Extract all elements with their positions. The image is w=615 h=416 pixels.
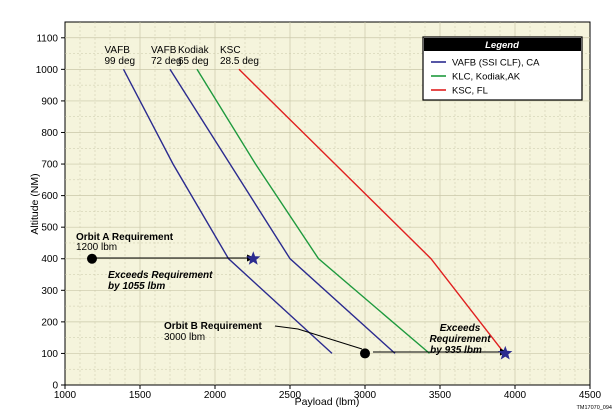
series-label-2: VAFB [151,45,177,56]
capability-star [246,251,261,265]
x-axis-ticks: 1000 1500 2000 2500 3000 3500 4000 4500 [54,385,602,401]
exceeds-b-line3: by 935 lbm [430,345,482,356]
exceeds-b-line2: Requirement [429,334,491,345]
series-label-2: 72 deg [151,56,182,67]
y-tick-label: 600 [41,191,58,202]
legend-title: Legend [485,40,519,51]
x-tick-label: 1000 [54,390,77,401]
legend-entry-label: VAFB (SSI CLF), CA [452,58,540,69]
x-tick-label: 3000 [354,390,377,401]
series-label-4: 28.5 deg [220,56,259,67]
figure-id: TM17070_094 [577,405,612,411]
series-line-2 [169,68,396,354]
y-tick-label: 100 [41,349,58,360]
series-line-3 [196,68,430,354]
x-tick-label: 1500 [129,390,152,401]
legend-entry-label: KSC, FL [452,86,488,97]
y-tick-label: 700 [41,160,58,171]
series-label-4: KSC [220,45,241,56]
y-axis-ticks: 0 100 200 300 400 500 600 700 800 900 1000 1100 [36,33,65,392]
orbit-a-title: Orbit A Requirement [76,232,174,243]
series-label-1: VAFB [105,45,131,56]
exceeds-a-line2: by 1055 lbm [108,281,165,292]
requirement-dot [360,348,370,359]
y-tick-label: 500 [41,223,58,234]
series-line-1 [122,68,333,354]
series-lines [122,68,506,354]
capability-star [498,345,513,360]
legend-header [424,38,581,51]
x-tick-label: 2000 [204,390,227,401]
orbit-a-value: 1200 lbm [76,242,117,253]
x-tick-label: 2500 [279,390,302,401]
series-line-4 [238,68,506,354]
legend: Legend VAFB (SSI CLF), CA KLC, Kodiak,AK K… [422,36,583,101]
orbit-b-title: Orbit B Requirement [164,321,262,332]
orbit-b-value: 3000 lbm [164,332,205,343]
y-axis-label: Altitude (NM) [29,173,41,234]
y-tick-label: 800 [41,128,58,139]
exceeds-a-line1: Exceeds Requirement [108,270,213,281]
markers [87,251,513,360]
orbit-b-leader [274,325,363,350]
x-axis-label: Payload (lbm) [295,396,360,408]
y-tick-label: 0 [52,381,58,392]
series-label-1: 99 deg [105,56,136,67]
y-tick-label: 400 [41,254,58,265]
requirement-dot [87,253,97,264]
x-tick-label: 4500 [579,390,602,401]
series-label-3: 65 deg [178,56,209,67]
y-tick-label: 900 [41,96,58,107]
exceeds-b-line1: Exceeds [440,323,481,334]
series-label-3: Kodiak [178,45,210,56]
x-tick-label: 3500 [429,390,452,401]
y-tick-label: 1100 [36,33,58,44]
legend-entry-label: KLC, Kodiak,AK [452,72,521,83]
legend-entries: VAFB (SSI CLF), CA KLC, Kodiak,AK KSC, FL [431,58,540,97]
y-tick-label: 300 [41,286,58,297]
y-tick-label: 1000 [36,65,59,76]
y-tick-label: 200 [41,317,58,328]
x-tick-label: 4000 [504,390,527,401]
